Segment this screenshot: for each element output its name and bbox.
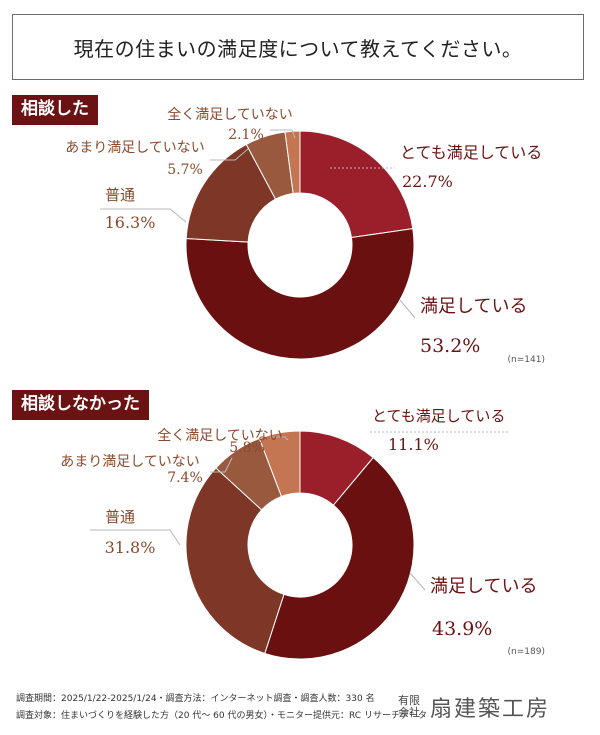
donut-chart-1: とても満足している 22.7% 満足している 53.2% 普通 16.3% あまり満足してい… (65, 106, 545, 365)
slice-label-1-5: 全く満足していない (167, 106, 293, 123)
slice-label-1-2: 満足している (420, 296, 527, 317)
slice-value-1-5: 2.1% (228, 127, 264, 143)
slice-label-1-1: とても満足している (400, 143, 542, 162)
slice-label-1-3: 普通 (105, 186, 135, 204)
slice-label-2-3: 普通 (105, 508, 135, 526)
slice-label-2-2: 満足している (430, 576, 537, 597)
logo-company-name: 扇建築工房 (430, 697, 551, 722)
slice-label-2-5: 全く満足していない (157, 427, 283, 444)
leader-line-2-5 (270, 436, 289, 441)
leader-line-2-2 (409, 572, 426, 591)
slice-label-2-1: とても満足している (372, 407, 505, 425)
slice-value-1-4: 5.7% (167, 162, 203, 178)
sample-size-label-1: (n=141) (508, 355, 545, 365)
slice-value-1-2: 53.2% (420, 335, 480, 357)
leader-line-1-5 (270, 129, 296, 139)
slice-1-1 (299, 130, 414, 239)
leader-line-2-4 (210, 457, 233, 473)
slice-2-5 (258, 430, 301, 498)
slice-value-1-3: 16.3% (105, 213, 156, 232)
slice-value-2-4: 7.4% (167, 470, 203, 486)
slice-2-2 (264, 456, 415, 660)
slice-2-3 (185, 467, 285, 655)
company-logo: 有限会社 扇建築工房 (394, 690, 590, 724)
leader-line-1-2 (399, 299, 416, 319)
page-title: 現在の住まいの満足度について教えてください。 (12, 14, 584, 80)
slice-value-2-2: 43.9% (432, 618, 492, 640)
leader-line-2-3 (90, 529, 181, 546)
slice-value-2-5: 5.8% (229, 440, 265, 456)
section-label-consulted: 相談した (12, 95, 98, 125)
leader-line-1-4 (210, 148, 249, 161)
slice-1-3 (185, 143, 277, 243)
survey-period-note: 調査期間：2025/1/22-2025/1/24・調査方法：インターネット調査・… (16, 694, 375, 704)
section-label-not-consulted: 相談しなかった (12, 390, 149, 420)
leader-line-1-3 (100, 208, 187, 223)
slice-value-1-1: 22.7% (402, 172, 453, 191)
slice-value-2-3: 31.8% (105, 538, 156, 557)
slice-label-2-4: あまり満足していない (60, 454, 200, 470)
sample-size-label-2: (n=189) (508, 647, 545, 657)
slice-1-2 (185, 228, 415, 360)
slice-1-5 (284, 130, 301, 195)
slice-value-2-1: 11.1% (388, 435, 439, 454)
logo-company-type: 有限会社 (398, 694, 420, 719)
donut-chart-2: とても満足している 11.1% 満足している 43.9% 普通 31.8% あまり満足してい… (60, 407, 545, 660)
slice-label-1-4: あまり満足していない (65, 140, 205, 156)
survey-target-note: 調査対象：住まいづくりを経験した方（20 代～ 60 代の男女）・モニター提供元… (16, 711, 427, 721)
